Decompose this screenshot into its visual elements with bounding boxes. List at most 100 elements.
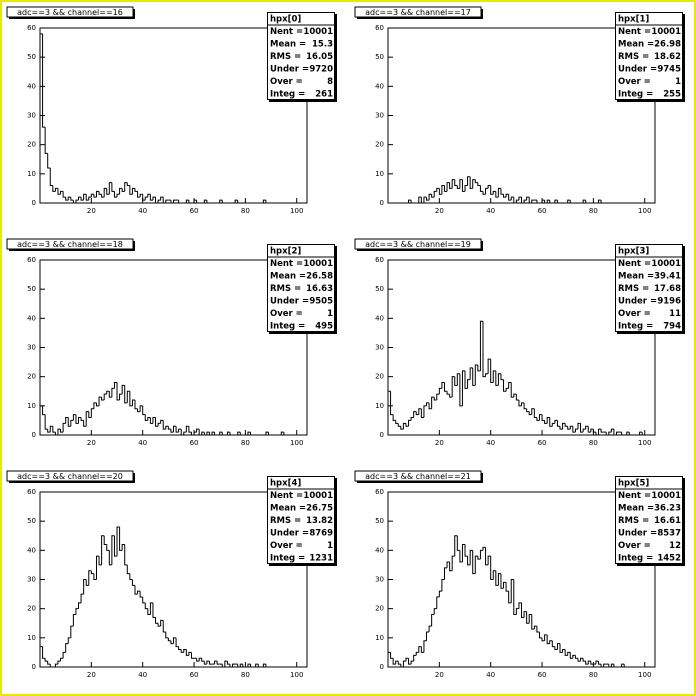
histogram-bin: [57, 660, 61, 665]
y-tick-label: 10: [375, 402, 384, 410]
stats-box: hpx[2] Nent = 10001 Mean = 26.58 RMS = 16.63 Un…: [267, 244, 335, 332]
histogram-bin: [65, 417, 69, 424]
histogram-bin: [492, 370, 496, 383]
histogram-bin: [70, 419, 74, 427]
histogram-bin: [196, 428, 200, 433]
stats-label: Mean =: [618, 272, 654, 282]
histogram-bin: [155, 417, 159, 427]
histogram-bin: [116, 526, 120, 557]
histogram-bin: [203, 199, 207, 203]
histogram-bin: [544, 420, 548, 424]
x-tick-label: 80: [241, 439, 250, 447]
histogram-bin: [54, 663, 58, 667]
stats-value: 15.3: [312, 40, 333, 50]
histogram-bin: [574, 428, 578, 433]
histogram-bin: [546, 634, 550, 645]
histogram-bin: [239, 432, 243, 436]
histogram-bin: [536, 417, 540, 421]
histogram-bin: [62, 191, 66, 198]
histogram-bin: [134, 188, 138, 192]
panel-title: adc==3 && channel==18: [17, 240, 123, 249]
histogram-bin: [75, 414, 79, 424]
histogram-bin: [137, 590, 141, 595]
histogram-bin: [572, 426, 576, 433]
histogram-bin: [108, 182, 112, 195]
histogram-bin: [47, 429, 51, 433]
stats-label: RMS =: [618, 284, 649, 294]
histogram-bin: [454, 535, 458, 557]
histogram-bin: [147, 417, 151, 421]
histogram-bin: [111, 535, 115, 565]
histogram-bin: [479, 549, 483, 560]
histogram-bin: [603, 663, 607, 667]
histogram-bin: [523, 611, 527, 618]
histogram-bin: [485, 187, 489, 195]
histogram-bin: [531, 614, 535, 630]
histogram-bin: [392, 414, 396, 421]
histogram-bin: [505, 582, 509, 592]
x-tick-label: 60: [190, 439, 199, 447]
y-tick-label: 10: [27, 634, 36, 642]
x-tick-label: 20: [435, 671, 444, 679]
x-tick-label: 80: [589, 207, 598, 215]
histogram-bin: [198, 657, 202, 662]
y-tick-label: 50: [375, 53, 384, 61]
histogram-bin: [567, 199, 571, 203]
histogram-bin: [428, 193, 432, 201]
stats-label: Mean =: [618, 40, 654, 50]
stats-value: 39.41: [654, 272, 681, 282]
stats-value: 261: [315, 90, 333, 100]
histogram-bin: [420, 646, 424, 653]
histogram-bin: [628, 432, 632, 436]
x-tick-label: 20: [435, 207, 444, 215]
histogram-bin: [508, 591, 512, 604]
histogram-bin: [62, 651, 66, 659]
y-tick-label: 30: [27, 112, 36, 120]
histogram-bin: [608, 664, 612, 668]
stats-box-bg: [267, 12, 335, 100]
histogram-bin: [62, 422, 66, 433]
histogram-bin: [98, 556, 102, 566]
histogram-bin: [219, 431, 223, 435]
histogram-bin: [423, 640, 427, 653]
histogram-bin: [433, 608, 437, 615]
histogram-bin: [523, 402, 527, 410]
x-tick-label: 20: [87, 439, 96, 447]
histogram-bin: [497, 187, 501, 198]
histogram-bin: [219, 199, 223, 203]
histogram-bin: [185, 199, 189, 203]
histogram-bin: [518, 196, 522, 201]
histogram-bin: [497, 373, 501, 386]
histogram-bin: [126, 182, 130, 186]
histogram-bin: [487, 555, 491, 565]
histogram-bin: [467, 176, 471, 186]
histogram-bin: [67, 196, 71, 201]
histogram-bin: [80, 197, 84, 201]
histogram-bin: [556, 643, 561, 650]
histogram-bin: [503, 581, 507, 589]
histogram-bin: [183, 649, 187, 653]
histogram-bin: [72, 614, 76, 627]
stats-value: 1231: [309, 554, 333, 564]
histogram-bin: [459, 373, 463, 407]
histogram-bin: [129, 573, 133, 580]
histogram-bin: [162, 197, 166, 204]
histogram-bin: [426, 631, 430, 641]
histogram-bin: [42, 405, 46, 416]
stats-value: 16.61: [654, 516, 681, 526]
histogram-bin: [185, 649, 189, 656]
y-tick-label: 20: [375, 373, 384, 381]
stats-label: Under =: [618, 65, 657, 75]
histogram-bin: [456, 373, 460, 386]
histogram-bin: [451, 555, 455, 571]
histogram-bin: [188, 200, 192, 204]
title-box: [6, 238, 134, 250]
histogram-bin: [469, 549, 473, 565]
histogram-bin: [208, 432, 213, 436]
histogram-bin: [60, 190, 64, 195]
histogram-bin: [88, 411, 92, 418]
histogram-bin: [178, 428, 182, 433]
histogram-bin: [121, 384, 125, 395]
histogram-bin: [426, 402, 430, 406]
histogram-bin: [582, 428, 586, 433]
